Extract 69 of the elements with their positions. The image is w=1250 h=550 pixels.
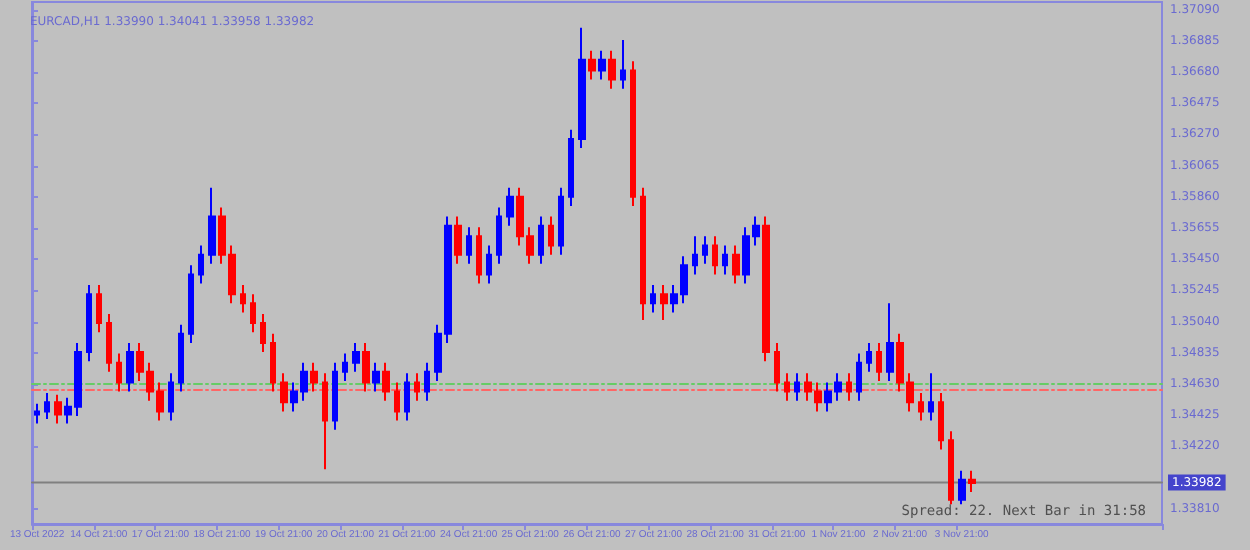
candlestick [372, 361, 380, 393]
candlestick [362, 341, 370, 393]
candlestick [548, 215, 554, 256]
candlestick [968, 469, 976, 494]
candlestick [692, 235, 698, 276]
candlestick [126, 341, 134, 393]
candlestick [846, 372, 852, 402]
candlestick [876, 341, 882, 382]
candlestick [322, 372, 328, 471]
candlestick [496, 206, 502, 265]
candlestick [310, 361, 318, 393]
candlestick [116, 352, 122, 393]
candlestick [332, 361, 338, 431]
candlestick [198, 244, 204, 285]
candlestick [650, 284, 656, 314]
candlestick [702, 235, 708, 265]
candlestick [598, 49, 606, 81]
candlestick [250, 293, 256, 334]
candlestick [280, 372, 288, 413]
candlestick [260, 312, 266, 354]
candlestick [44, 392, 50, 420]
candlestick [588, 49, 596, 81]
candlestick [732, 244, 740, 285]
candlestick [608, 49, 616, 90]
candlestick [188, 264, 194, 344]
candlestick [54, 393, 62, 425]
candlestick [784, 372, 790, 402]
candlestick [886, 302, 894, 382]
candlestick [918, 392, 924, 422]
candlestick [352, 341, 360, 373]
candlestick [578, 26, 586, 150]
candlestick [938, 392, 944, 451]
candlestick [454, 215, 462, 265]
candlestick [466, 226, 472, 265]
candlestick [168, 372, 174, 422]
candlestick [928, 372, 934, 422]
candlestick [722, 244, 728, 276]
candlestick [240, 284, 246, 314]
candlestick [774, 341, 780, 393]
candlestick [382, 361, 390, 402]
candlestick [34, 402, 40, 425]
candlestick [558, 186, 564, 256]
candlestick [404, 372, 410, 422]
candlestick [106, 312, 112, 373]
candlestick [424, 361, 430, 402]
candlestick [866, 341, 872, 373]
candlestick [762, 215, 770, 363]
candlestick [712, 235, 718, 276]
candlestick [856, 352, 862, 402]
candlestick [86, 284, 92, 363]
candlestick [948, 430, 954, 506]
candlestick [794, 372, 800, 402]
candlestick [96, 284, 102, 334]
candlestick [208, 186, 216, 265]
candlestick [640, 186, 646, 322]
candlestick [958, 469, 966, 506]
candlestick [660, 284, 668, 322]
candlestick [486, 244, 492, 285]
candlestick [414, 372, 420, 402]
candlestick [538, 215, 544, 265]
candlestick [630, 60, 636, 207]
candlestick [270, 332, 276, 393]
candlestick [568, 128, 574, 207]
candlestick [476, 226, 482, 285]
candlestick [342, 352, 348, 382]
candlestick [394, 381, 400, 422]
candlestick [506, 186, 514, 227]
candlestick [620, 39, 626, 90]
candlestick [178, 323, 184, 393]
